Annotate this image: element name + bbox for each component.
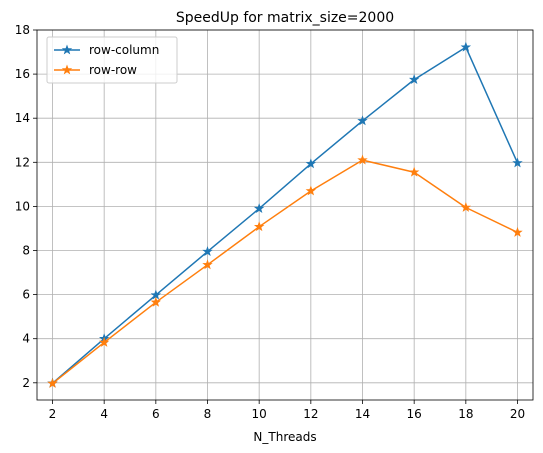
data-point-row-column [460,41,472,52]
legend-marker [61,64,73,75]
y-tick-label: 8 [22,244,30,258]
x-tick-label: 4 [100,407,108,421]
chart-title: SpeedUp for matrix_size=2000 [176,10,394,26]
plot-frame [36,29,534,401]
legend-entries: row-column row-row [54,43,159,77]
legend-label: row-row [89,63,137,77]
series-line-row-column [52,46,519,384]
data-point-row-row [47,377,58,388]
x-axis-label: N_Threads [253,430,316,444]
ticks: 2 4 6 8 10 12 14 16 18 20 2 4 6 8 10 12 14 16 18 [15,23,525,421]
data-point-row-column [408,74,420,85]
y-tick-label: 10 [15,199,30,213]
x-tick-label: 18 [458,407,473,421]
data-point-row-row [357,154,368,165]
series-layer [47,41,523,388]
data-point-row-row [512,226,523,237]
data-point-row-column [253,203,265,214]
y-tick-label: 12 [15,155,30,169]
series-line-row-row [52,159,518,385]
legend-label: row-column [89,43,159,57]
x-tick-label: 20 [510,407,525,421]
legend-marker [61,44,73,55]
data-point-row-row [253,221,265,232]
data-point-row-column [512,157,523,168]
x-tick-label: 2 [49,407,57,421]
data-point-row-row [460,202,472,212]
data-point-row-column [357,115,368,126]
grid [37,29,533,400]
y-tick-label: 6 [22,288,30,302]
data-point-row-column [305,158,317,169]
x-tick-label: 12 [303,407,318,421]
x-tick-label: 10 [252,407,267,421]
legend: row-column row-row [46,36,178,84]
y-tick-label: 4 [22,332,30,346]
y-tick-label: 14 [15,111,30,125]
x-tick-label: 14 [355,407,370,421]
data-point-row-row [98,336,110,347]
data-point-row-row [408,166,420,177]
data-point-row-column [202,246,213,257]
x-tick-label: 8 [204,407,212,421]
legend-box [46,36,178,84]
x-tick-label: 6 [152,407,160,421]
data-point-row-row [150,296,162,307]
y-tick-label: 2 [22,376,30,390]
data-point-row-row [305,185,317,196]
y-tick-label: 18 [15,23,30,37]
y-tick-label: 16 [15,67,30,81]
x-tick-label: 16 [407,407,422,421]
data-point-row-row [202,259,213,270]
